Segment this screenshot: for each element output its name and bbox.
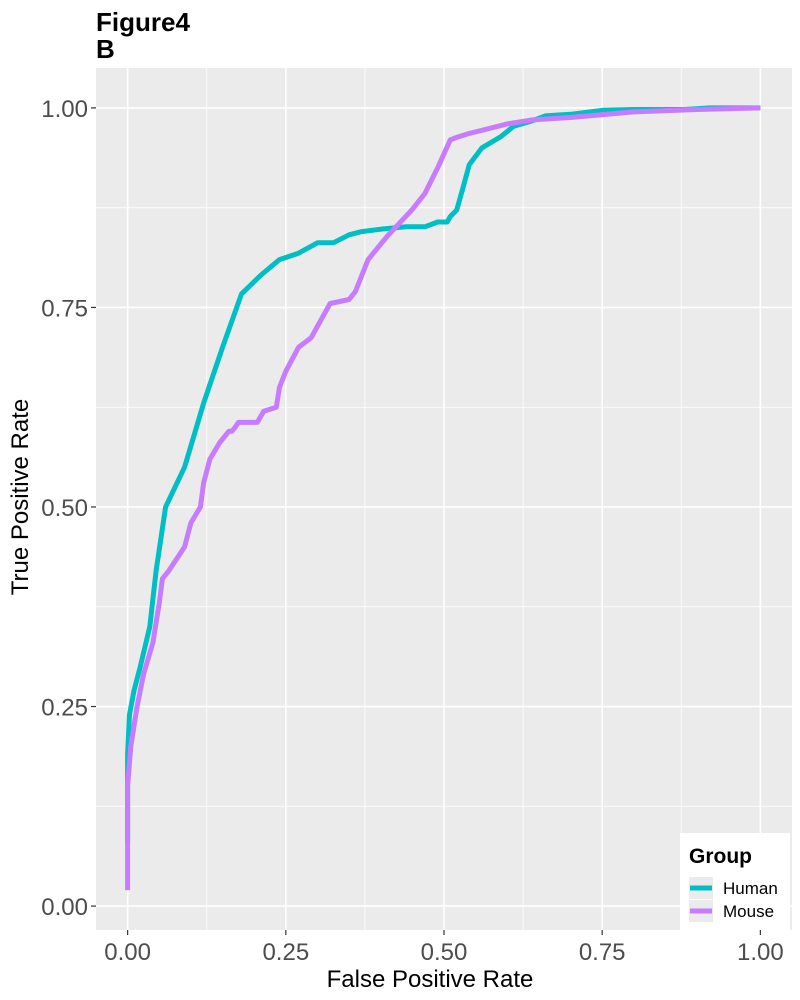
y-tick-label: 1.00 <box>41 96 88 123</box>
x-tick-label: 0.75 <box>579 939 626 966</box>
chart-title-line-2: B <box>96 34 115 64</box>
x-tick-label: 0.50 <box>421 939 468 966</box>
legend-items: Human Mouse <box>689 877 778 922</box>
y-tick-label: 0.00 <box>41 894 88 921</box>
chart-title-line-1: Figure4 <box>96 7 190 37</box>
legend-label-human: Human <box>723 879 778 898</box>
y-tick-label: 0.50 <box>41 495 88 522</box>
y-tick-label: 0.75 <box>41 295 88 322</box>
legend-title: Group <box>689 845 752 868</box>
legend: Group Human Mouse <box>680 833 790 930</box>
y-tick-label: 0.25 <box>41 695 88 722</box>
major-gridlines <box>96 68 792 930</box>
series-line-mouse <box>125 105 761 891</box>
series-lines <box>125 105 761 891</box>
x-tick-label: 1.00 <box>737 939 784 966</box>
x-tick-label: 0.00 <box>104 939 151 966</box>
x-tick-label: 0.25 <box>262 939 309 966</box>
legend-label-mouse: Mouse <box>723 902 774 921</box>
x-axis-title: False Positive Rate <box>327 966 534 993</box>
y-axis-ticks: 0.00 0.25 0.50 0.75 1.00 <box>41 96 96 921</box>
x-axis-ticks: 0.00 0.25 0.50 0.75 1.00 <box>104 930 784 966</box>
y-axis-title: True Positive Rate <box>7 399 34 596</box>
